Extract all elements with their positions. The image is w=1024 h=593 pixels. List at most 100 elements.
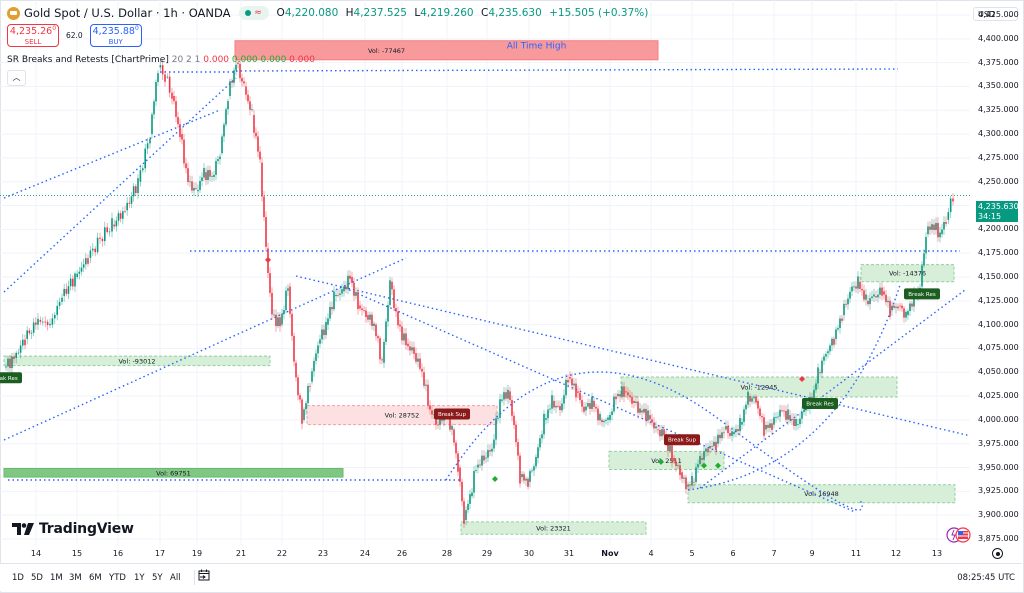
close-value: 4,235.630: [488, 7, 542, 19]
range-button-3m[interactable]: 3M: [69, 573, 82, 583]
range-button-5y[interactable]: 5Y: [152, 573, 163, 583]
market-open-dot-icon: [245, 10, 252, 16]
time-tick: 16: [112, 549, 124, 558]
price-tick: 4,075.000: [978, 343, 1019, 353]
price-tick: 4,275.000: [978, 152, 1019, 162]
clock[interactable]: 08:25:45 UTC: [957, 573, 1015, 583]
toolbar-divider: [194, 570, 195, 585]
zone-volume-label: Vol: 69751: [156, 469, 191, 477]
indicator-value-4: 0.000: [289, 55, 315, 65]
zone-volume-label: Vol: 28752: [385, 412, 420, 420]
indicator-legend[interactable]: SR Breaks and Retests [ChartPrime] 20 2 …: [7, 55, 315, 65]
economic-events-icon[interactable]: [946, 527, 972, 543]
price-tick: 3,875.000: [978, 534, 1019, 543]
signal-tag: Break Sup: [664, 434, 700, 446]
time-tick: 13: [931, 549, 943, 558]
sr-zone: Vol: -77467 All Time High: [234, 40, 659, 61]
price-tick: 4,100.000: [978, 319, 1019, 329]
price-tick: 4,300.000: [978, 129, 1019, 139]
time-tick: 15: [71, 549, 83, 558]
range-button-all[interactable]: All: [170, 573, 181, 583]
svg-text:Break Res: Break Res: [0, 376, 18, 382]
time-tick: 23: [317, 549, 329, 558]
price-tick: 4,325.000: [978, 105, 1019, 115]
price-tick: 4,425.000: [978, 10, 1019, 19]
chevron-up-icon: ︿: [12, 73, 21, 82]
time-tick: 21: [235, 549, 247, 558]
price-tick: 3,950.000: [978, 462, 1019, 472]
signal-tag: Break Res: [904, 288, 940, 300]
price-tick: 4,000.000: [978, 414, 1019, 424]
retest-diamond-icon: [715, 462, 721, 469]
time-tick: 19: [191, 549, 203, 558]
price-chart-canvas[interactable]: Vol: -77467 All Time High Vol: -93012 Vol: …: [0, 0, 970, 545]
trendlines: [3, 68, 970, 513]
time-tick: 29: [481, 549, 493, 558]
range-button-1d[interactable]: 1D: [12, 573, 24, 583]
retest-diamond-icon: [701, 462, 707, 469]
tradingview-logo-icon: [12, 523, 34, 535]
signal-tag: Break Res: [802, 397, 838, 409]
price-tick: 4,250.000: [978, 176, 1019, 186]
symbol-title[interactable]: Gold Spot / U.S. Dollar · 1h · OANDA: [24, 6, 231, 20]
ohlc-values: O4,220.080 H4,237.525 L4,219.260 C4,235.…: [276, 7, 649, 19]
svg-text:Break Res: Break Res: [908, 292, 936, 298]
chart-header: Gold Spot / U.S. Dollar · 1h · OANDA ≈ O…: [7, 6, 652, 20]
indicator-value-3: 0.000: [260, 55, 287, 65]
range-button-5d[interactable]: 5D: [31, 573, 43, 583]
gear-icon[interactable]: [992, 548, 1003, 559]
zone-volume-label: Vol: 16948: [804, 490, 839, 498]
collapse-legend-button[interactable]: ︿: [7, 70, 26, 86]
price-tick: 3,900.000: [978, 510, 1019, 520]
bottom-toolbar: 1D 5D 1M 3M 6M YTD 1Y 5Y All 08:25:45 UTC: [0, 563, 1022, 591]
open-value: 4,220.080: [284, 7, 339, 19]
range-button-ytd[interactable]: YTD: [109, 573, 126, 583]
signal-tag: Break Sup: [434, 408, 470, 420]
svg-text:Break Sup: Break Sup: [438, 412, 467, 418]
time-tick: 30: [523, 549, 535, 558]
svg-text:Break Res: Break Res: [806, 401, 834, 407]
currency-selector[interactable]: USD ⌄: [973, 7, 1018, 21]
market-status[interactable]: ≈: [238, 6, 269, 20]
time-tick: 28: [441, 549, 453, 558]
price-tick: 4,375.000: [978, 57, 1019, 67]
spread-value: 62.0: [66, 31, 83, 40]
indicator-name: SR Breaks and Retests [ChartPrime]: [7, 55, 169, 65]
price-tick: 4,350.000: [978, 81, 1019, 91]
time-tick: 24: [359, 549, 371, 558]
retest-diamond-icon: [492, 475, 498, 482]
candlesticks: [5, 58, 954, 528]
chevron-down-icon: ⌄: [1007, 11, 1013, 19]
time-tick: 5: [689, 549, 695, 558]
zone-volume-label: Vol: 2511: [651, 457, 682, 465]
retest-diamond-icon: [658, 458, 664, 465]
sr-zone: Vol: -14376: [860, 264, 955, 283]
last-price-label: 4,235.630 34:15: [976, 201, 1019, 222]
price-tick: 4,125.000: [978, 295, 1019, 305]
time-tick: 26: [396, 549, 408, 558]
range-button-1y[interactable]: 1Y: [134, 573, 145, 583]
data-delay-icon: ≈: [254, 7, 262, 18]
signal-tag: Break Res: [0, 372, 22, 384]
trade-panel: 4,235.260 SELL 62.0 4,235.880 BUY: [7, 24, 142, 47]
buy-button[interactable]: 4,235.880 BUY: [89, 24, 142, 47]
low-value: 4,219.260: [420, 7, 474, 19]
calendar-goto-icon[interactable]: [198, 569, 210, 581]
time-tick: 6: [730, 549, 736, 558]
sell-button[interactable]: 4,235.260 SELL: [7, 24, 59, 47]
range-button-6m[interactable]: 6M: [89, 573, 102, 583]
price-tick: 4,050.000: [978, 367, 1019, 377]
retest-diamond-icon: [799, 375, 805, 382]
tradingview-logo[interactable]: TradingView: [12, 521, 134, 537]
sr-zone: Vol: -12945: [620, 376, 898, 398]
zone-volume-label: Vol: -77467: [368, 47, 405, 55]
time-tick: 11: [850, 549, 862, 558]
sr-zone: Vol: 2511: [608, 450, 725, 470]
price-tick: 4,175.000: [978, 248, 1019, 258]
time-tick: 12: [890, 549, 902, 558]
zone-volume-label: Vol: -93012: [118, 357, 155, 365]
indicator-value-2: 0.000: [231, 55, 258, 65]
range-button-1m[interactable]: 1M: [50, 573, 63, 583]
sr-zone: Vol: -93012: [3, 355, 271, 367]
time-tick: 7: [771, 549, 777, 558]
